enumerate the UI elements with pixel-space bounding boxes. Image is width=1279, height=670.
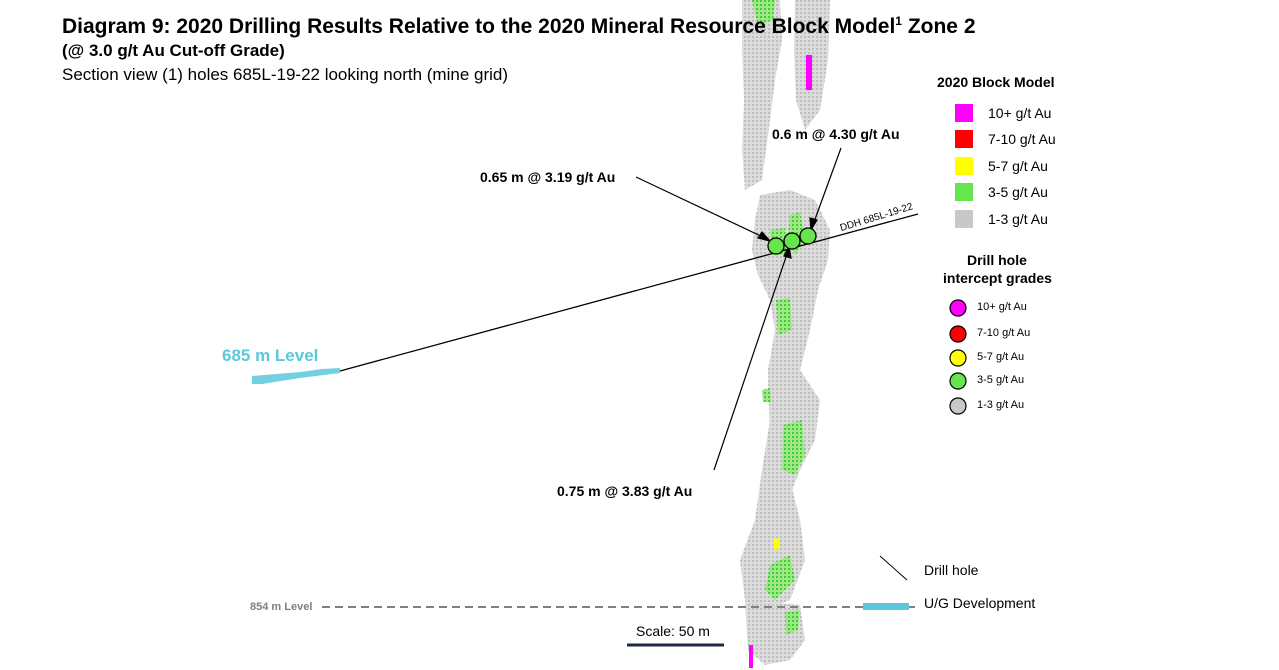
intercept-label-1: 0.65 m @ 3.19 g/t Au: [480, 169, 616, 185]
block-model-3-5-zones: [749, 0, 812, 668]
page-title: Diagram 9: 2020 Drilling Results Relativ…: [62, 14, 976, 38]
drill-hole-symbol: [879, 555, 908, 581]
intercept-label-3: 0.6 m @ 4.30 g/t Au: [772, 126, 900, 142]
circle-10-plus: [949, 299, 967, 317]
ug-development-legend-label: U/G Development: [924, 595, 1036, 611]
intercept-legend-circles: [949, 299, 967, 415]
swatch-10-plus: [955, 104, 973, 122]
level-685-label: 685 m Level: [222, 346, 319, 365]
intercept-legend-label-7-10: 7-10 g/t Au: [977, 327, 1031, 339]
intercept-legend-label-3-5: 3-5 g/t Au: [977, 374, 1025, 386]
swatch-1-3: [955, 210, 973, 228]
level-685-development: [252, 368, 340, 384]
intercept-legend-label-1-3: 1-3 g/t Au: [977, 399, 1025, 411]
circle-5-7: [949, 349, 967, 367]
page-subtitle: (@ 3.0 g/t Au Cut-off Grade): [62, 41, 285, 60]
swatch-5-7: [955, 157, 973, 175]
intercept-marker[interactable]: [783, 232, 801, 250]
circle-1-3: [949, 397, 967, 415]
swatch-7-10: [955, 130, 973, 148]
block-legend-label-7-10: 7-10 g/t Au: [988, 131, 1056, 147]
section-description: Section view (1) holes 685L-19-22 lookin…: [62, 65, 509, 84]
intercept-legend-title-line2: intercept grades: [943, 270, 1052, 286]
block-model-legend-title: 2020 Block Model: [937, 74, 1055, 90]
drill-hole-trace: [339, 213, 919, 372]
intercept-marker[interactable]: [799, 227, 817, 245]
block-legend-label-10-plus: 10+ g/t Au: [988, 105, 1052, 121]
drill-hole-legend-label: Drill hole: [924, 562, 979, 578]
block-legend-label-5-7: 5-7 g/t Au: [988, 158, 1048, 174]
intercept-label-2: 0.75 m @ 3.83 g/t Au: [557, 483, 693, 499]
intercept-legend-label-5-7: 5-7 g/t Au: [977, 351, 1025, 363]
block-legend-label-1-3: 1-3 g/t Au: [988, 211, 1048, 227]
intercept-legend-label-10-plus: 10+ g/t Au: [977, 301, 1027, 313]
swatch-3-5: [955, 183, 973, 201]
circle-7-10: [949, 325, 967, 343]
block-model-legend-swatches: [955, 104, 973, 228]
block-legend-label-3-5: 3-5 g/t Au: [988, 184, 1048, 200]
intercept-legend-title-line1: Drill hole: [967, 252, 1027, 268]
intercept-marker[interactable]: [767, 237, 785, 255]
level-854-label: 854 m Level: [250, 601, 313, 613]
circle-3-5: [949, 372, 967, 390]
scale-label: Scale: 50 m: [636, 623, 710, 639]
ug-development-symbol: [863, 603, 909, 610]
